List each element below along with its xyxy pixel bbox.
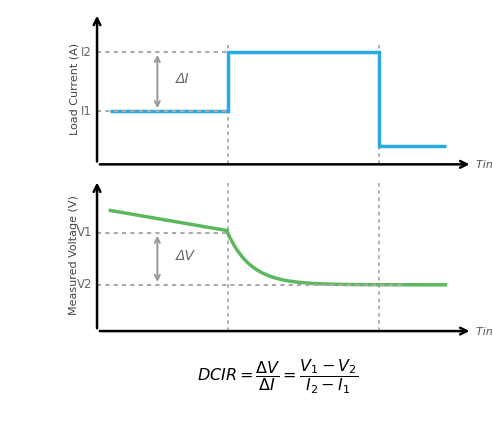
Y-axis label: Load Current (A): Load Current (A) [69, 43, 80, 135]
Text: I1: I1 [81, 104, 92, 117]
Text: $DCIR = \dfrac{\Delta V}{\Delta I} = \dfrac{V_1 - V_2}{I_2 - I_1}$: $DCIR = \dfrac{\Delta V}{\Delta I} = \df… [197, 357, 359, 396]
Text: I2: I2 [81, 46, 92, 58]
Y-axis label: Measured Voltage (V): Measured Voltage (V) [69, 195, 80, 315]
Text: Time (s): Time (s) [476, 160, 492, 169]
Text: V1: V1 [77, 227, 92, 240]
Text: ΔI: ΔI [176, 72, 189, 86]
Text: V2: V2 [77, 278, 92, 291]
Text: ΔV: ΔV [176, 249, 195, 263]
Text: Time (s): Time (s) [476, 326, 492, 336]
